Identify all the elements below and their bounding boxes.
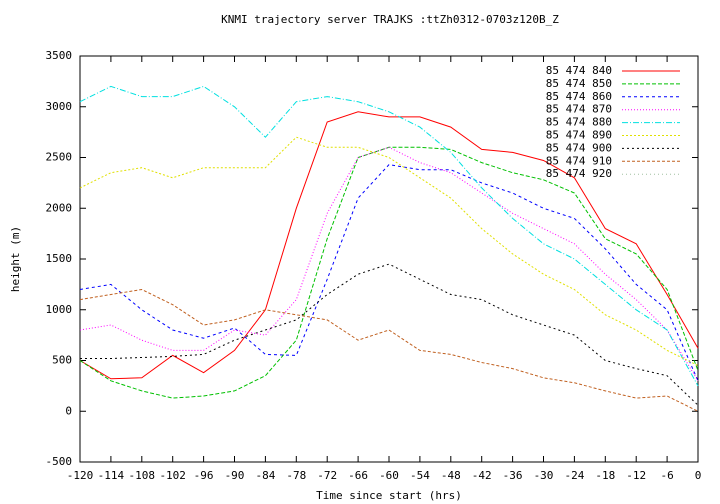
x-tick-label: -24 xyxy=(564,469,584,482)
y-axis-label: height (m) xyxy=(9,226,22,292)
legend-label: 85 474 840 xyxy=(546,64,612,77)
y-tick-label: 3500 xyxy=(46,49,73,62)
series-line xyxy=(79,146,699,382)
x-tick-label: -12 xyxy=(626,469,646,482)
y-tick-label: 3000 xyxy=(46,100,73,113)
series-line xyxy=(79,85,699,387)
x-tick-label: -42 xyxy=(472,469,492,482)
legend-label: 85 474 890 xyxy=(546,129,612,142)
x-tick-label: -54 xyxy=(410,469,430,482)
y-tick-label: 2000 xyxy=(46,201,73,214)
x-tick-label: -96 xyxy=(194,469,214,482)
series-line xyxy=(79,164,699,381)
y-tick-label: 2500 xyxy=(46,151,73,164)
y-tick-label: 1000 xyxy=(46,303,73,316)
series-line xyxy=(79,136,699,367)
y-tick-label: 1500 xyxy=(46,252,73,265)
x-tick-label: -36 xyxy=(503,469,523,482)
series-line xyxy=(80,263,699,406)
x-tick-label: -72 xyxy=(317,469,337,482)
legend-label: 85 474 860 xyxy=(546,90,612,103)
legend-label: 85 474 900 xyxy=(546,141,612,154)
x-tick-label: -48 xyxy=(441,469,461,482)
chart-title: KNMI trajectory server TRAJKS :ttZh0312-… xyxy=(221,13,559,26)
legend-label: 85 474 910 xyxy=(546,154,612,167)
x-tick-label: -120 xyxy=(67,469,94,482)
legend-label: 85 474 850 xyxy=(546,77,612,90)
x-tick-label: -90 xyxy=(225,469,245,482)
x-tick-label: 0 xyxy=(695,469,702,482)
x-tick-label: -102 xyxy=(159,469,186,482)
legend-label: 85 474 920 xyxy=(546,167,612,180)
x-tick-label: -78 xyxy=(286,469,306,482)
x-tick-label: -108 xyxy=(129,469,156,482)
series-line xyxy=(79,288,699,412)
y-tick-label: 500 xyxy=(52,354,72,367)
x-tick-label: -66 xyxy=(348,469,368,482)
legend-label: 85 474 870 xyxy=(546,103,612,116)
y-tick-label: -500 xyxy=(46,455,73,468)
x-axis-label: Time since start (hrs) xyxy=(316,489,462,502)
legend-label: 85 474 880 xyxy=(546,116,612,129)
x-tick-label: -60 xyxy=(379,469,399,482)
x-tick-label: -84 xyxy=(255,469,275,482)
series-line xyxy=(79,111,699,380)
x-tick-label: -18 xyxy=(595,469,615,482)
y-tick-label: 0 xyxy=(65,404,72,417)
x-tick-label: -114 xyxy=(98,469,125,482)
x-tick-label: -30 xyxy=(534,469,554,482)
x-tick-label: -6 xyxy=(660,469,673,482)
